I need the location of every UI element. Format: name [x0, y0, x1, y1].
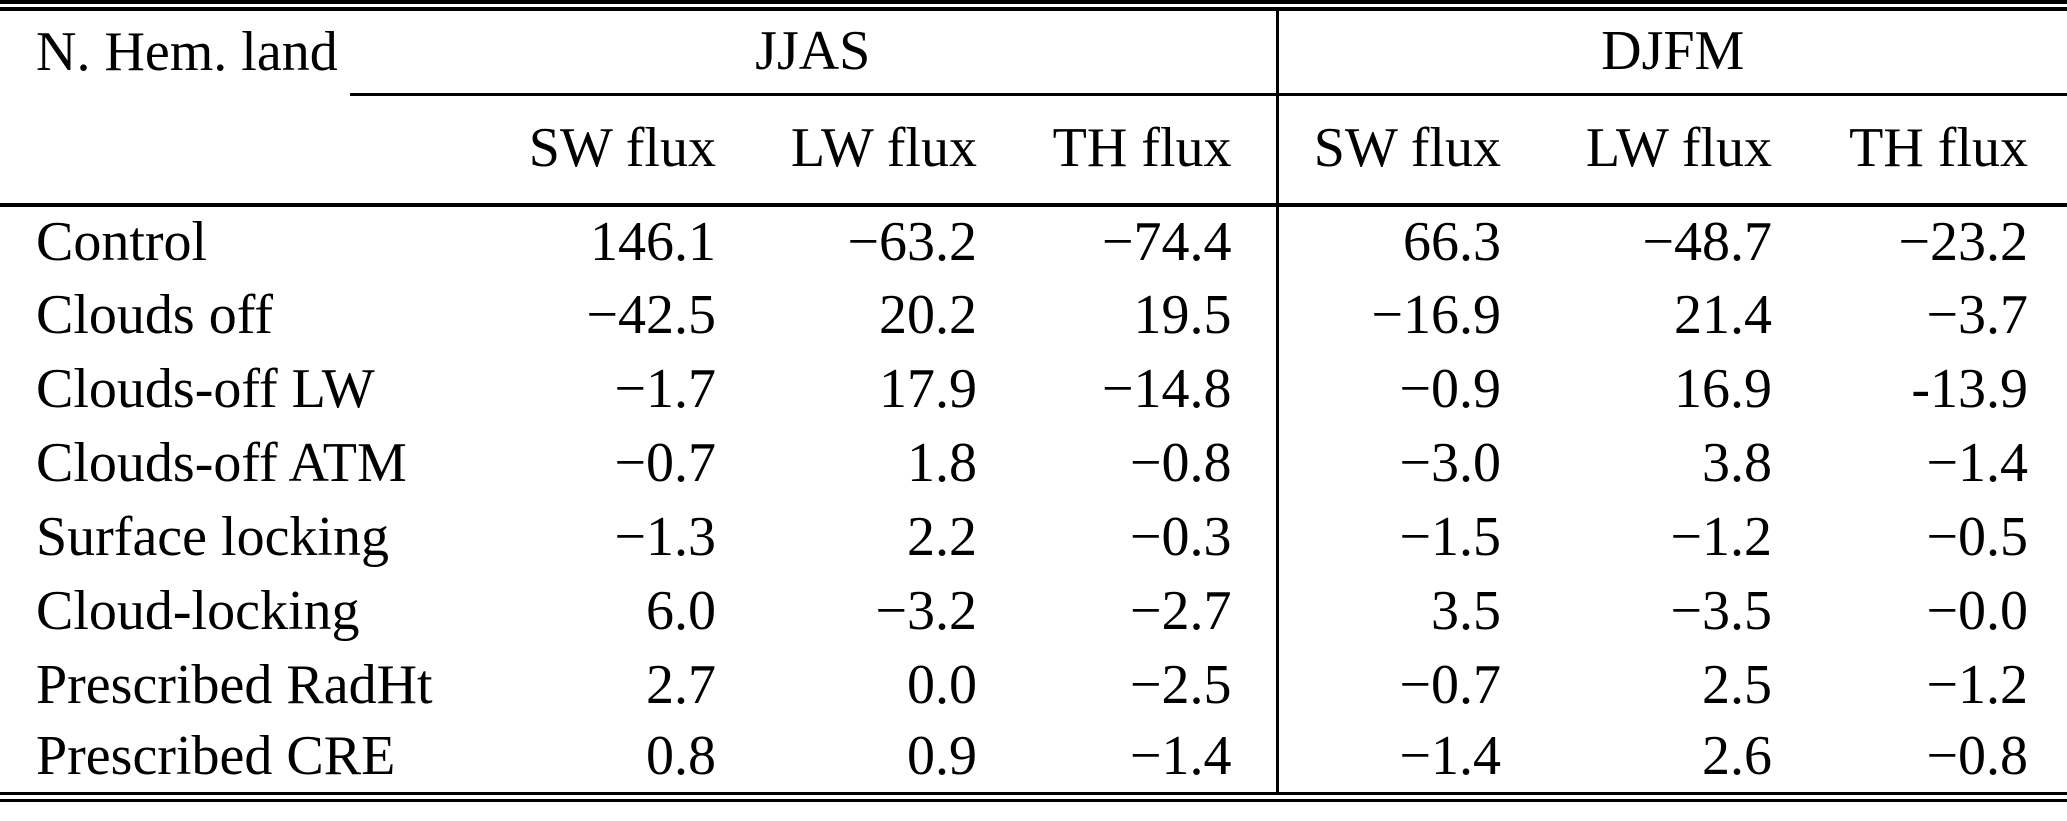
group-header-row: N. Hem. land JJAS DJFM [0, 5, 2067, 96]
cell-value: −0.8 [1129, 431, 1232, 494]
cell-value: −1.2 [1926, 653, 2029, 716]
table-row: Clouds off −42.5 20.2 19.5 −16.9 21.4 −3… [0, 278, 2067, 353]
cell-value: 16.9 [1674, 357, 1772, 420]
cell-value: −2.5 [1129, 653, 1232, 716]
cell-value: −23.2 [1898, 210, 2029, 273]
cell-value: 2.6 [1702, 725, 1772, 788]
cell-value: −0.7 [1275, 648, 1501, 723]
table-row: Cloud-locking 6.0 −3.2 −2.7 3.5 −3.5 −0.… [0, 574, 2067, 649]
row-label: Clouds-off ATM [36, 431, 407, 494]
cell-value: 3.8 [1702, 431, 1772, 494]
row-label: Cloud-locking [36, 579, 360, 642]
cell-value: −42.5 [586, 283, 716, 346]
col-header-djfm-th: TH flux [1772, 94, 2067, 207]
table-row: Clouds-off ATM −0.7 1.8 −0.8 −3.0 3.8 −1… [0, 426, 2067, 501]
cell-value: −0.3 [1129, 505, 1232, 568]
cell-value: −16.9 [1275, 278, 1501, 353]
table-row: Prescribed RadHt 2.7 0.0 −2.5 −0.7 2.5 −… [0, 648, 2067, 723]
cell-value: −0.0 [1926, 579, 2029, 642]
cell-value: −1.4 [1129, 725, 1232, 788]
cell-value: 0.9 [907, 725, 977, 788]
row-label: Control [36, 210, 208, 273]
cell-value: −14.8 [1101, 357, 1232, 420]
table-row: Surface locking −1.3 2.2 −0.3 −1.5 −1.2 … [0, 500, 2067, 575]
col-header-djfm-lw: LW flux [1501, 94, 1772, 207]
cell-value: −1.5 [1275, 500, 1501, 575]
cell-value: 0.8 [646, 725, 716, 788]
cell-value: −1.2 [1670, 505, 1772, 568]
cell-value: −48.7 [1642, 210, 1772, 273]
table-row: Clouds-off LW −1.7 17.9 −14.8 −0.9 16.9 … [0, 352, 2067, 427]
cell-value: −2.7 [1129, 579, 1232, 642]
flux-table: N. Hem. land JJAS DJFM SW flux LW flux T… [0, 0, 2067, 802]
col-header-djfm-sw: SW flux [1275, 94, 1501, 207]
cell-value: 66.3 [1275, 204, 1501, 279]
col-header-jjas-sw: SW flux [350, 94, 716, 207]
corner-label: N. Hem. land [36, 20, 338, 83]
row-label: Clouds-off LW [36, 357, 375, 420]
table-row: Control 146.1 −63.2 −74.4 66.3 −48.7 −23… [0, 204, 2067, 279]
cell-value: −0.5 [1926, 505, 2029, 568]
cell-value: −0.9 [1275, 352, 1501, 427]
cell-value: −1.4 [1275, 722, 1501, 797]
cell-value: −3.0 [1275, 426, 1501, 501]
col-header-jjas-th: TH flux [977, 94, 1277, 207]
cell-value: 2.5 [1702, 653, 1772, 716]
cell-value: −1.3 [614, 505, 716, 568]
group-header-jjas: JJAS [350, 5, 1277, 96]
cell-value: 19.5 [1133, 283, 1232, 346]
cell-value: −74.4 [1101, 210, 1232, 273]
cell-value: 6.0 [646, 579, 716, 642]
cell-value: 1.8 [907, 431, 977, 494]
col-header-jjas-lw: LW flux [716, 94, 977, 207]
blank-header-cell [0, 94, 350, 207]
row-label: Clouds off [36, 283, 273, 346]
cell-value: 0.0 [907, 653, 977, 716]
cell-value: −1.7 [614, 357, 716, 420]
row-label: Surface locking [36, 505, 389, 568]
cell-value: −3.5 [1670, 579, 1772, 642]
cell-value: 17.9 [879, 357, 977, 420]
table-row: Prescribed CRE 0.8 0.9 −1.4 −1.4 2.6 −0.… [0, 722, 2067, 797]
cell-value: 20.2 [879, 283, 977, 346]
cell-value: −1.4 [1926, 431, 2029, 494]
cell-value: 21.4 [1674, 283, 1772, 346]
cell-value: −0.8 [1926, 725, 2029, 788]
cell-value: −0.7 [614, 431, 716, 494]
cell-value: 2.2 [907, 505, 977, 568]
cell-value: −3.2 [875, 579, 977, 642]
cell-value: 2.7 [646, 653, 716, 716]
cell-value: 3.5 [1275, 574, 1501, 649]
cell-value: -13.9 [1911, 357, 2029, 420]
row-label: Prescribed RadHt [36, 653, 433, 716]
row-label: Prescribed CRE [36, 725, 396, 788]
cell-value: −3.7 [1926, 283, 2029, 346]
sub-header-row: SW flux LW flux TH flux SW flux LW flux … [0, 94, 2067, 207]
cell-value: −63.2 [847, 210, 977, 273]
cell-value: 146.1 [590, 210, 716, 273]
group-header-djfm: DJFM [1275, 5, 2067, 96]
